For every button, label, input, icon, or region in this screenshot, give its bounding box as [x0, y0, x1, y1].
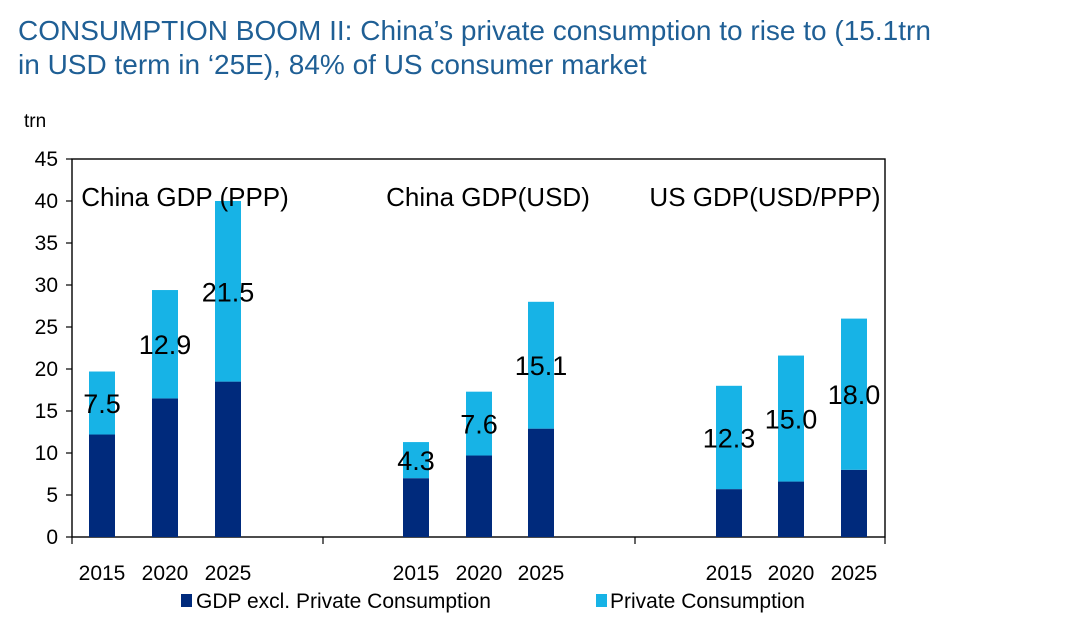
data-label: 12.3: [703, 423, 756, 453]
bar-gdp-excl: [841, 469, 867, 537]
group-title: China GDP(USD): [386, 182, 590, 212]
x-tick-label: 2025: [205, 562, 252, 585]
bar-gdp-excl: [152, 398, 178, 537]
bar-gdp-excl: [403, 478, 429, 537]
bar-private-consumption: [716, 385, 742, 490]
data-label: 7.5: [83, 389, 121, 419]
bar-private-consumption: [841, 318, 867, 470]
legend-swatch: [181, 594, 192, 607]
bar-private-consumption: [466, 391, 492, 456]
title-line-1: CONSUMPTION BOOM II: China’s private con…: [18, 15, 931, 46]
y-tick-label: 20: [35, 358, 58, 381]
data-label: 21.5: [202, 277, 255, 307]
bar-private-consumption: [89, 371, 115, 435]
y-tick-label: 25: [35, 316, 58, 339]
legend-label: GDP excl. Private Consumption: [196, 590, 491, 613]
x-tick-label: 2020: [768, 562, 815, 585]
data-label: 15.0: [765, 405, 818, 435]
x-tick-label: 2025: [518, 562, 565, 585]
bar-private-consumption: [215, 201, 241, 382]
x-tick-label: 2015: [393, 562, 440, 585]
data-label: 4.3: [397, 446, 435, 476]
group-title: US GDP(USD/PPP): [649, 182, 880, 212]
x-tick-label: 2025: [831, 562, 878, 585]
data-label: 18.0: [828, 380, 881, 410]
bar-private-consumption: [403, 442, 429, 479]
bar-gdp-excl: [466, 455, 492, 537]
y-tick-label: 10: [35, 442, 58, 465]
legend-swatch: [596, 594, 607, 607]
x-tick-label: 2015: [79, 562, 126, 585]
x-tick-label: 2020: [142, 562, 189, 585]
y-unit-label: trn: [24, 111, 46, 132]
x-tick-label: 2020: [456, 562, 503, 585]
data-label: 7.6: [460, 410, 498, 440]
x-tick-label: 2015: [706, 562, 753, 585]
y-tick-label: 15: [35, 400, 58, 423]
y-tick-label: 45: [35, 148, 58, 171]
y-tick-label: 40: [35, 190, 58, 213]
group-title: China GDP (PPP): [81, 182, 289, 212]
bar-gdp-excl: [215, 381, 241, 537]
bar-gdp-excl: [89, 434, 115, 537]
data-label: 15.1: [515, 351, 568, 381]
y-tick-label: 5: [46, 484, 58, 507]
y-tick-label: 35: [35, 232, 58, 255]
bar-private-consumption: [152, 290, 178, 399]
bar-private-consumption: [778, 355, 804, 482]
y-tick-label: 0: [46, 526, 58, 549]
chart-title: CONSUMPTION BOOM II: China’s private con…: [18, 14, 1068, 82]
data-label: 12.9: [139, 330, 192, 360]
bar-gdp-excl: [528, 428, 554, 537]
bar-gdp-excl: [716, 489, 742, 537]
bar-gdp-excl: [778, 481, 804, 537]
legend-label: Private Consumption: [610, 590, 805, 613]
bar-private-consumption: [528, 301, 554, 429]
title-line-2: in USD term in ‘25E), 84% of US consumer…: [18, 49, 647, 80]
y-tick-label: 30: [35, 274, 58, 297]
